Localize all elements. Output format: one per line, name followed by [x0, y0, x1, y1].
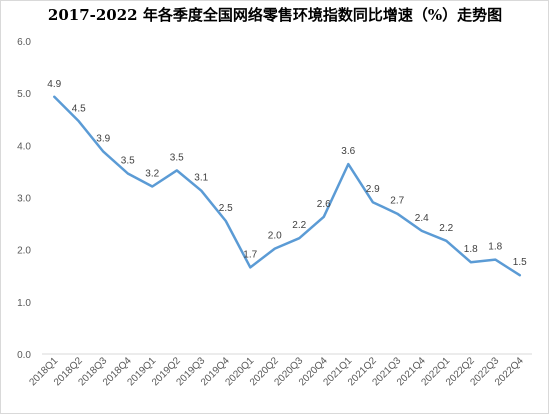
data-label: 2.2 — [439, 223, 453, 234]
data-label: 3.1 — [194, 173, 208, 184]
y-tick-label: 6.0 — [17, 37, 31, 48]
data-label: 1.8 — [464, 244, 478, 255]
y-axis-ticks: 0.0 1.0 2.0 3.0 4.0 5.0 6.0 — [17, 37, 31, 361]
data-label: 2.4 — [415, 213, 429, 224]
data-label: 1.5 — [513, 257, 527, 268]
chart-title: 2017-2022 年各季度全国网络零售环境指数同比增速（%）走势图 — [47, 6, 503, 24]
data-label: 3.6 — [341, 146, 355, 157]
data-label: 4.9 — [47, 79, 61, 90]
data-label: 2.2 — [292, 220, 306, 231]
data-label: 3.9 — [96, 134, 110, 145]
y-tick-label: 2.0 — [17, 246, 31, 257]
data-label: 2.0 — [268, 231, 282, 242]
x-axis-ticks: 2018Q12018Q22018Q32018Q42019Q12019Q22019… — [27, 355, 526, 388]
data-label: 3.2 — [145, 169, 159, 180]
y-tick-label: 1.0 — [17, 298, 31, 309]
data-label: 4.5 — [72, 103, 86, 114]
y-tick-label: 3.0 — [17, 194, 31, 205]
data-label: 3.5 — [121, 156, 135, 167]
data-label: 3.5 — [170, 152, 184, 163]
data-label: 2.7 — [390, 196, 404, 207]
data-label: 2.5 — [219, 203, 233, 214]
data-label: 2.6 — [317, 199, 331, 210]
data-label: 1.7 — [243, 249, 257, 260]
data-labels: 4.9 4.5 3.9 3.5 3.2 3.5 3.1 2.5 1.7 2.0 2.2 2.6 3.6 2… — [47, 79, 527, 268]
y-tick-label: 4.0 — [17, 141, 31, 152]
y-tick-label: 5.0 — [17, 89, 31, 100]
data-label: 1.8 — [488, 242, 502, 253]
y-tick-label: 0.0 — [17, 350, 31, 361]
series-line — [53, 95, 522, 277]
data-label: 2.9 — [366, 184, 380, 195]
